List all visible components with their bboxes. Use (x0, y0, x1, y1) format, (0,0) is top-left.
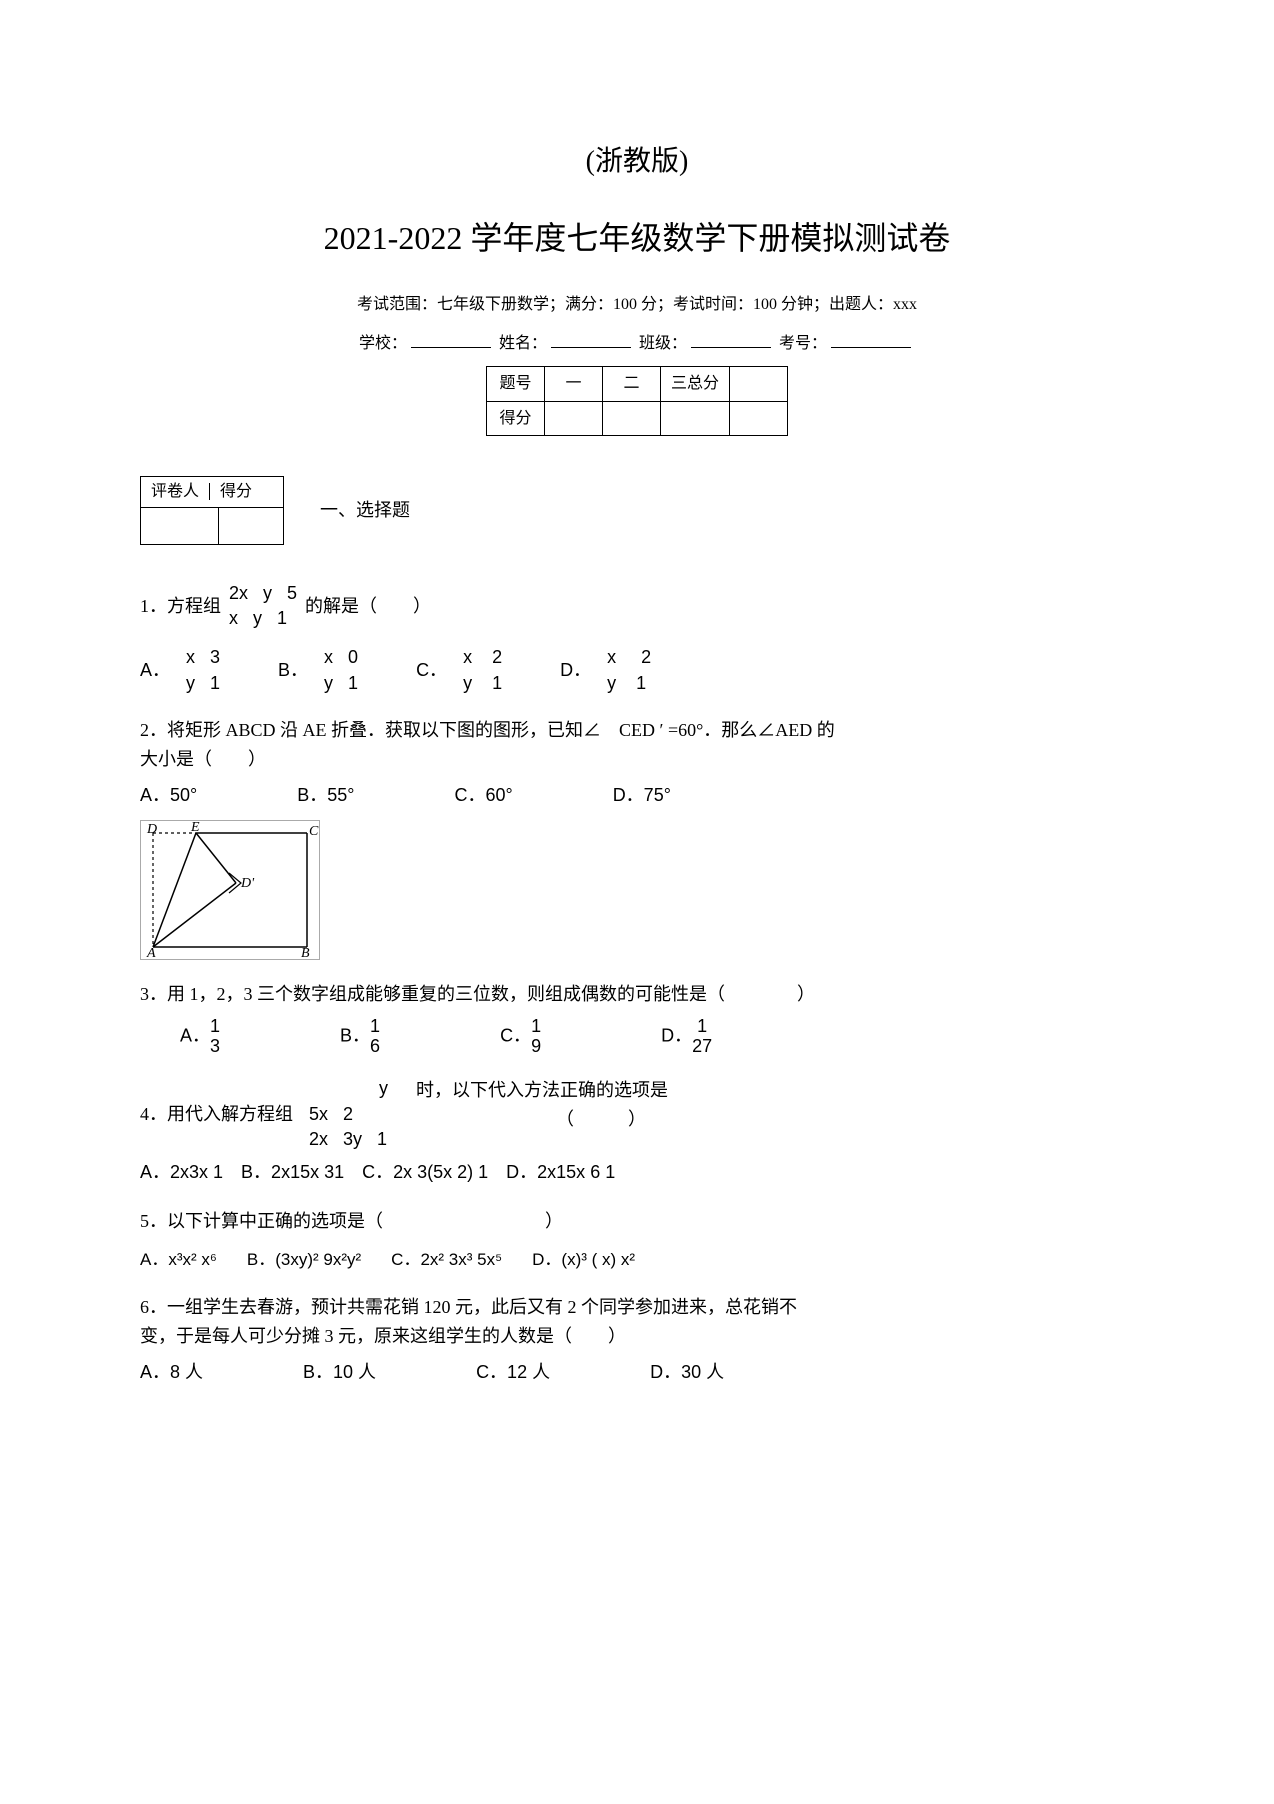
cell (660, 401, 729, 436)
cell (602, 401, 660, 436)
option-d: D．127 (661, 1017, 712, 1057)
q6-options: A．8 人 B．10 人 C．12 人 D．30 人 (140, 1358, 1134, 1387)
option-b: B． x 0y 1 (278, 645, 366, 695)
fold-diagram-icon: D E C D' A B (141, 821, 319, 959)
option-b: B．10 人 (303, 1358, 376, 1387)
q4-options: A．2x3x 1 B．2x15x 31 C．2x 3(5x 2) 1 D．2x1… (140, 1158, 1134, 1187)
option-d: D．(x)³ ( x) x² (532, 1246, 635, 1273)
table-row: 得分 (486, 401, 787, 436)
cell: 三总分 (660, 367, 729, 402)
option-a: A．13 (180, 1017, 220, 1057)
q4-post: 时，以下代入方法正确的选项是 (416, 1080, 668, 1100)
q2-options: A．50° B．55° C．60° D．75° (140, 781, 1134, 810)
option-b: B．2x15x 31 (241, 1158, 344, 1187)
field-class: 班级： (639, 335, 687, 352)
score-label: 得分 (220, 483, 252, 500)
svg-text:B: B (301, 946, 310, 959)
option-a: A．x³x² x⁶ (140, 1246, 217, 1273)
page-title: 2021-2022 学年度七年级数学下册模拟测试卷 (140, 213, 1134, 264)
q5-options: A．x³x² x⁶ B．(3xy)² 9x²y² C．2x² 3x³ 5x⁵ D… (140, 1246, 1134, 1273)
option-c: C．2x² 3x³ 5x⁵ (391, 1246, 502, 1273)
score-table: 题号 一 二 三总分 得分 (486, 366, 788, 436)
q2-line1a: 2．将矩形 ABCD 沿 AE 折叠．获取以下图的图形，已知∠ (140, 720, 601, 740)
geometry-figure: D E C D' A B (140, 820, 320, 960)
equation-system: 2x y 5 x y 1 (229, 581, 297, 631)
cell: 一 (544, 367, 602, 402)
option-d: D．75° (613, 781, 671, 810)
field-school: 学校： (359, 335, 407, 352)
question-3: 3．用 1，2，3 三个数字组成能够重复的三位数，则组成偶数的可能性是（ ） A… (140, 980, 1134, 1056)
table-row: 题号 一 二 三总分 (486, 367, 787, 402)
grader-label: 评卷人 (151, 483, 210, 500)
option-d: D．30 人 (650, 1358, 724, 1387)
option-b: B．55° (297, 781, 354, 810)
edition-label: (浙教版) (140, 140, 1134, 185)
q3-options: A．13 B．16 C．19 D．127 (180, 1017, 1134, 1057)
option-c: C．2x 3(5x 2) 1 (362, 1158, 488, 1187)
svg-text:C: C (309, 824, 319, 839)
fill-fields: 学校： 姓名： 班级： 考号： (140, 330, 1134, 357)
q2-line1b: CED ′ =60°．那么∠AED 的 (619, 720, 835, 740)
option-d: D． x 2y 1 (560, 645, 659, 695)
cell (730, 367, 788, 402)
q6-line2: 变，于是每人可少分摊 3 元，原来这组学生的人数是（ ） (140, 1322, 1134, 1351)
question-6: 6．一组学生去春游，预计共需花销 120 元，此后又有 2 个同学参加进来，总花… (140, 1293, 1134, 1387)
svg-text:A: A (146, 946, 156, 959)
exam-info: 考试范围：七年级下册数学；满分：100 分；考试时间：100 分钟；出题人：xx… (140, 292, 1134, 318)
option-d: D．2x15x 6 1 (506, 1158, 615, 1187)
option-c: C． x 2y 1 (416, 645, 510, 695)
option-a: A．50° (140, 781, 197, 810)
cell (544, 401, 602, 436)
q1-post: 的解是（ ） (305, 592, 431, 621)
field-id: 考号： (779, 335, 827, 352)
cell (730, 401, 788, 436)
blank (411, 330, 491, 348)
option-c: C．19 (500, 1017, 541, 1057)
q2-line2: 大小是（ ） (140, 745, 1134, 774)
grader-box: 评卷人得分 (140, 476, 284, 545)
blank (551, 330, 631, 348)
cell: 二 (602, 367, 660, 402)
q4-pre: 4．用代入解方程组 (140, 1100, 293, 1129)
question-5: 5．以下计算中正确的选项是（ ） A．x³x² x⁶ B．(3xy)² 9x²y… (140, 1207, 1134, 1273)
svg-text:D': D' (240, 876, 255, 891)
equation-system: y 5x 2 2x 3y 1 (309, 1076, 388, 1152)
option-b: B．16 (340, 1017, 380, 1057)
cell: 得分 (486, 401, 544, 436)
question-4: 4．用代入解方程组 y 5x 2 2x 3y 1 时，以下代入方法正确的选项是 … (140, 1076, 1134, 1186)
option-c: C．12 人 (476, 1358, 550, 1387)
option-a: A． x 3y 1 (140, 645, 228, 695)
blank (691, 330, 771, 348)
svg-text:E: E (190, 821, 200, 835)
cell: 题号 (486, 367, 544, 402)
q4-paren: （ ） (556, 1109, 646, 1129)
section-title: 一、选择题 (320, 496, 410, 525)
option-a: A．8 人 (140, 1358, 203, 1387)
blank (831, 330, 911, 348)
question-1: 1．方程组 2x y 5 x y 1 的解是（ ） A． x 3y 1 B． x… (140, 581, 1134, 696)
field-name: 姓名： (499, 335, 547, 352)
option-c: C．60° (454, 781, 512, 810)
option-a: A．2x3x 1 (140, 1158, 223, 1187)
q5-text: 5．以下计算中正确的选项是（ ） (140, 1207, 1134, 1236)
q1-pre: 1．方程组 (140, 592, 221, 621)
question-2: 2．将矩形 ABCD 沿 AE 折叠．获取以下图的图形，已知∠ CED ′ =6… (140, 716, 1134, 960)
q3-text: 3．用 1，2，3 三个数字组成能够重复的三位数，则组成偶数的可能性是（ ） (140, 980, 1134, 1009)
q6-line1: 6．一组学生去春游，预计共需花销 120 元，此后又有 2 个同学参加进来，总花… (140, 1293, 1134, 1322)
option-b: B．(3xy)² 9x²y² (247, 1246, 361, 1273)
svg-text:D: D (146, 822, 157, 837)
section-header: 评卷人得分 一、选择题 (140, 476, 1134, 545)
q1-options: A． x 3y 1 B． x 0y 1 C． x 2y 1 D． x 2y 1 (140, 645, 1134, 695)
